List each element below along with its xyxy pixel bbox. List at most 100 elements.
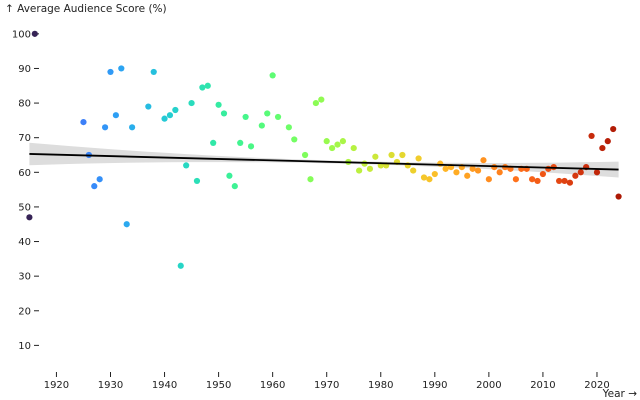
y-tick-label: 30 (18, 272, 31, 283)
y-axis: 10 20 30 40 50 60 70 80 90 100 (12, 29, 39, 352)
data-point (615, 193, 622, 200)
data-point (566, 179, 574, 186)
data-point (485, 176, 492, 183)
data-point (610, 125, 617, 133)
data-point (220, 110, 228, 117)
data-point (307, 176, 314, 183)
data-point (329, 144, 336, 152)
data-point (350, 144, 357, 152)
data-point (599, 144, 606, 152)
x-tick-label: 1980 (368, 380, 393, 391)
data-point (177, 262, 184, 269)
y-tick-label: 90 (18, 64, 31, 75)
data-point (91, 183, 98, 190)
data-point (415, 155, 422, 162)
data-point (604, 138, 611, 145)
data-point (26, 214, 33, 221)
trend-band-shape (29, 142, 619, 178)
data-point (183, 162, 190, 169)
data-point (529, 176, 536, 183)
data-point (388, 151, 395, 159)
data-point (215, 101, 222, 108)
x-tick-label: 1920 (44, 380, 69, 391)
data-point (366, 165, 374, 172)
x-tick-label: 1990 (422, 380, 447, 391)
data-point (339, 138, 347, 145)
data-point (545, 165, 552, 172)
data-point (193, 177, 201, 185)
data-point (431, 170, 438, 178)
data-point (426, 176, 433, 183)
data-point (188, 99, 195, 107)
data-point (237, 139, 244, 146)
data-point (539, 170, 547, 178)
data-point (166, 112, 174, 119)
y-tick-label: 80 (18, 99, 31, 110)
y-tick-label: 70 (18, 133, 31, 144)
data-point (318, 96, 325, 103)
data-point (80, 119, 87, 126)
x-axis: 1920 1930 1940 1950 1960 1970 1980 1990 2000 2010… (44, 372, 610, 391)
data-point (356, 167, 363, 174)
data-point (112, 112, 119, 119)
data-point (123, 221, 130, 228)
data-point (204, 82, 211, 89)
data-point (420, 174, 428, 181)
data-point (285, 124, 292, 131)
data-point (469, 165, 476, 172)
y-tick-label: 20 (18, 306, 31, 317)
data-point (301, 151, 309, 159)
y-tick-label: 40 (18, 237, 31, 248)
data-point (372, 153, 379, 160)
trend-confidence-band (29, 142, 619, 178)
data-point (572, 172, 579, 179)
data-point (442, 165, 449, 172)
data-point (242, 113, 249, 121)
data-point (410, 167, 417, 174)
data-point (474, 167, 482, 174)
data-point (231, 183, 238, 190)
x-tick-label: 1930 (98, 380, 123, 391)
data-point (577, 169, 584, 176)
x-tick-label: 1970 (314, 380, 339, 391)
data-point (464, 172, 471, 179)
data-point (210, 139, 217, 146)
data-point (323, 138, 330, 145)
data-point (258, 122, 265, 129)
data-point (334, 141, 341, 148)
data-point (247, 143, 255, 150)
data-points (26, 30, 622, 269)
data-point (291, 136, 298, 143)
data-point (145, 103, 152, 110)
trend-line (29, 153, 619, 171)
data-point (496, 169, 503, 176)
data-point (588, 132, 595, 140)
trend-line-group (29, 153, 619, 171)
data-point (264, 110, 271, 117)
data-point (274, 113, 282, 121)
x-axis-title: Year → (602, 388, 638, 400)
data-point (480, 157, 487, 164)
data-point (118, 65, 125, 72)
x-tick-label: 2010 (530, 380, 555, 391)
data-point (453, 169, 460, 176)
y-tick-label: 60 (18, 168, 31, 179)
x-tick-label: 1950 (206, 380, 231, 391)
data-point (101, 124, 109, 131)
data-point (556, 177, 563, 185)
y-tick-label: 100 (12, 29, 31, 40)
data-point (312, 99, 319, 107)
data-point (31, 30, 38, 37)
data-point (161, 115, 168, 122)
data-point (534, 177, 541, 185)
data-point (107, 68, 114, 76)
y-tick-label: 50 (18, 202, 31, 213)
x-tick-label: 1960 (260, 380, 285, 391)
data-point (199, 84, 206, 91)
data-point (226, 172, 233, 179)
data-point (172, 106, 179, 114)
data-point (437, 160, 444, 167)
data-point (561, 177, 568, 185)
data-point (399, 151, 406, 159)
